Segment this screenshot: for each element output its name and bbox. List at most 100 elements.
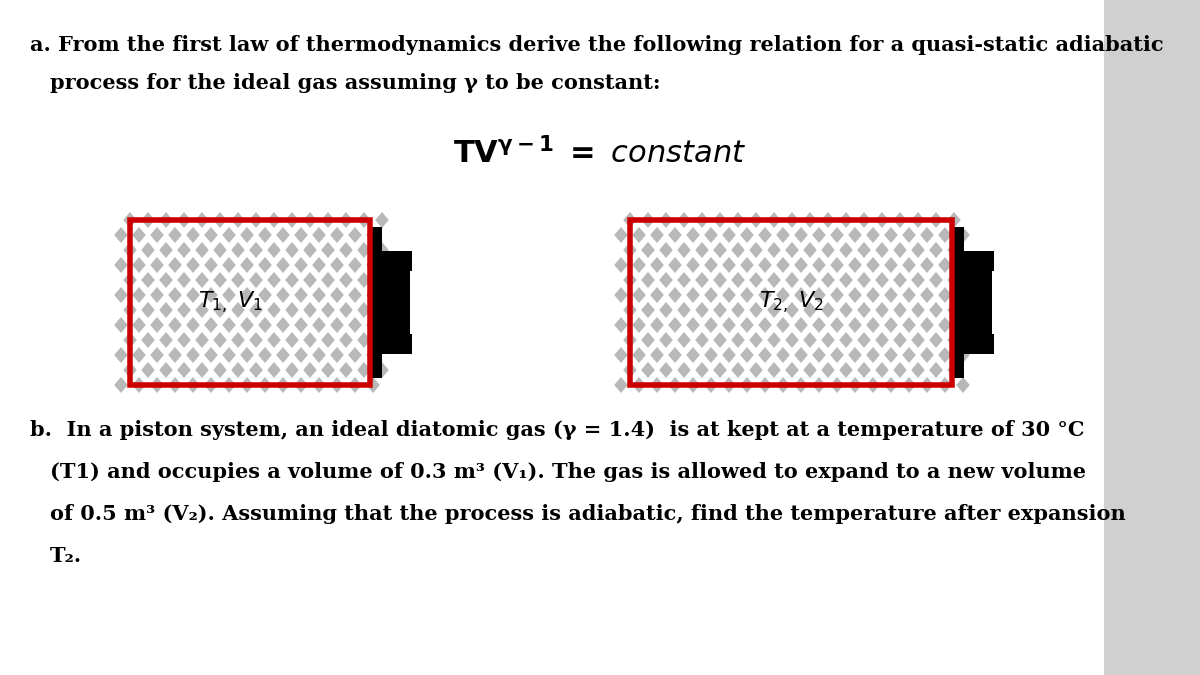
Polygon shape (641, 242, 655, 258)
Polygon shape (740, 227, 754, 243)
Polygon shape (614, 317, 628, 333)
Bar (370, 227, 382, 379)
Polygon shape (740, 347, 754, 363)
Polygon shape (623, 332, 637, 348)
Polygon shape (767, 302, 781, 318)
Polygon shape (740, 377, 754, 393)
Polygon shape (124, 362, 137, 378)
Polygon shape (286, 272, 299, 288)
Polygon shape (857, 272, 871, 288)
Polygon shape (722, 257, 736, 273)
Bar (630, 220, 952, 385)
Polygon shape (704, 347, 718, 363)
Polygon shape (160, 242, 173, 258)
Polygon shape (740, 257, 754, 273)
Bar (380, 334, 412, 354)
Polygon shape (114, 257, 128, 273)
Polygon shape (668, 287, 682, 303)
Polygon shape (767, 242, 781, 258)
Polygon shape (731, 272, 745, 288)
Polygon shape (222, 317, 236, 333)
Polygon shape (839, 362, 853, 378)
Polygon shape (614, 377, 628, 393)
Polygon shape (322, 302, 335, 318)
Polygon shape (857, 242, 871, 258)
Polygon shape (713, 362, 727, 378)
Polygon shape (358, 212, 371, 228)
Polygon shape (641, 332, 655, 348)
Polygon shape (668, 377, 682, 393)
Polygon shape (204, 257, 218, 273)
Polygon shape (376, 242, 389, 258)
Polygon shape (749, 302, 763, 318)
Polygon shape (938, 257, 952, 273)
Polygon shape (911, 242, 925, 258)
Polygon shape (132, 317, 146, 333)
Polygon shape (731, 242, 745, 258)
Polygon shape (641, 272, 655, 288)
Text: $T_{1,}\ V_1$: $T_{1,}\ V_1$ (198, 290, 263, 316)
Polygon shape (186, 317, 199, 333)
Polygon shape (348, 317, 362, 333)
Polygon shape (920, 377, 934, 393)
Polygon shape (340, 212, 353, 228)
Polygon shape (713, 302, 727, 318)
Polygon shape (178, 302, 191, 318)
Text: of 0.5 m³ (V₂). Assuming that the process is adiabatic, find the temperature aft: of 0.5 m³ (V₂). Assuming that the proces… (50, 504, 1126, 524)
Polygon shape (178, 362, 191, 378)
Polygon shape (312, 287, 326, 303)
Polygon shape (920, 227, 934, 243)
Polygon shape (659, 272, 673, 288)
Polygon shape (947, 362, 961, 378)
Polygon shape (857, 362, 871, 378)
Polygon shape (240, 317, 254, 333)
Polygon shape (803, 242, 817, 258)
Polygon shape (713, 212, 727, 228)
Polygon shape (348, 287, 362, 303)
Polygon shape (322, 212, 335, 228)
Polygon shape (366, 377, 379, 393)
Polygon shape (956, 347, 970, 363)
Polygon shape (695, 332, 709, 348)
Polygon shape (650, 287, 664, 303)
Polygon shape (893, 212, 907, 228)
Polygon shape (785, 212, 799, 228)
Polygon shape (240, 287, 254, 303)
Polygon shape (839, 332, 853, 348)
Polygon shape (623, 242, 637, 258)
Polygon shape (322, 242, 335, 258)
Polygon shape (376, 212, 389, 228)
Polygon shape (340, 242, 353, 258)
Text: process for the ideal gas assuming γ to be constant:: process for the ideal gas assuming γ to … (50, 73, 660, 93)
Polygon shape (268, 332, 281, 348)
Polygon shape (276, 317, 290, 333)
Polygon shape (749, 332, 763, 348)
Polygon shape (204, 227, 218, 243)
Polygon shape (650, 377, 664, 393)
Polygon shape (686, 377, 700, 393)
Polygon shape (114, 287, 128, 303)
Polygon shape (160, 302, 173, 318)
Polygon shape (340, 362, 353, 378)
Polygon shape (222, 227, 236, 243)
Polygon shape (920, 347, 934, 363)
Polygon shape (641, 362, 655, 378)
Polygon shape (358, 242, 371, 258)
Polygon shape (232, 302, 245, 318)
Polygon shape (376, 362, 389, 378)
Polygon shape (222, 347, 236, 363)
Polygon shape (956, 227, 970, 243)
Polygon shape (286, 242, 299, 258)
Polygon shape (114, 347, 128, 363)
Polygon shape (866, 317, 880, 333)
Polygon shape (330, 317, 344, 333)
Polygon shape (830, 347, 844, 363)
Polygon shape (956, 287, 970, 303)
Polygon shape (875, 242, 889, 258)
Polygon shape (196, 242, 209, 258)
Polygon shape (911, 272, 925, 288)
Polygon shape (902, 347, 916, 363)
Polygon shape (142, 302, 155, 318)
Polygon shape (686, 257, 700, 273)
Bar (952, 227, 964, 379)
